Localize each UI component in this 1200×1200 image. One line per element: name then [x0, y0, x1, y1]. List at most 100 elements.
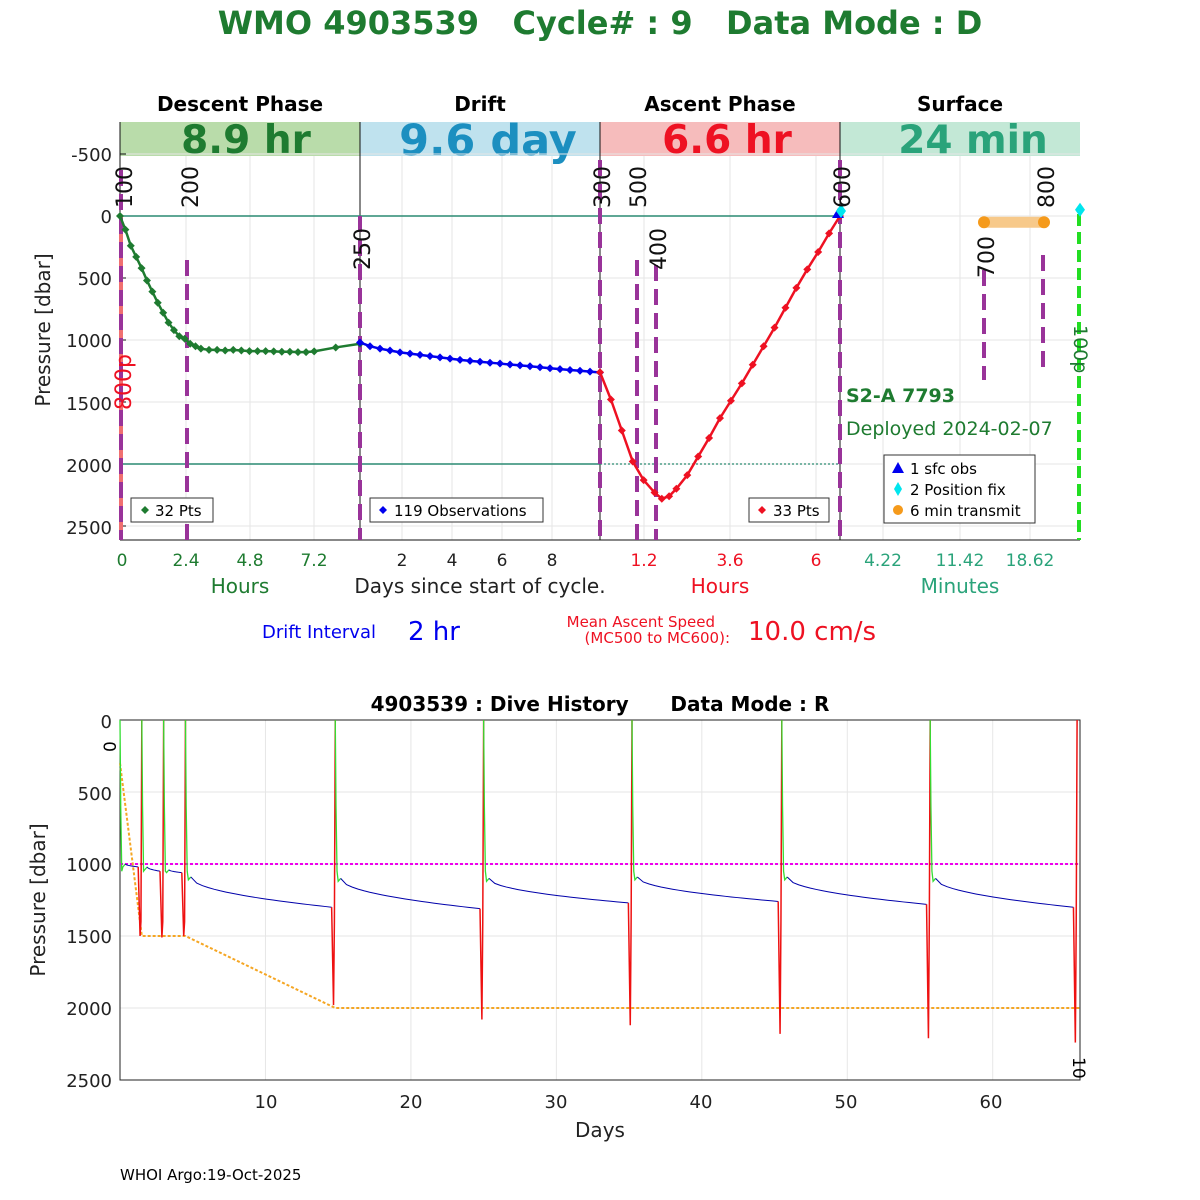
xunit-descent: Hours [211, 574, 270, 598]
descent-point [148, 287, 157, 296]
ascent-point [737, 379, 746, 388]
cycle-end-label: 10 [1068, 1057, 1088, 1079]
ascent-line [598, 215, 842, 501]
xtick-ascent: 6 [811, 551, 822, 571]
drift-point [456, 355, 464, 364]
duration-drift: 9.6 day [399, 116, 577, 166]
ascent-point [657, 494, 666, 503]
ascent-point [726, 396, 735, 405]
top-ytick: -500 [71, 145, 112, 166]
panel-label-descent: Descent Phase [157, 92, 323, 116]
mc-label: 700 [975, 236, 1000, 278]
ascent-point [628, 457, 637, 466]
ascent-point [606, 395, 615, 404]
legend-drift-text: 119 Observations [394, 502, 527, 520]
drift-point [356, 338, 364, 347]
bottom-xlabel: Days [575, 1118, 625, 1142]
ascent-point [716, 414, 724, 423]
cycle-ascent-line [627, 719, 633, 1026]
cycle-descent-line [929, 719, 937, 883]
bottom-xtick: 40 [690, 1092, 713, 1113]
ascent-speed-label-2: (MC500 to MC600): [585, 629, 730, 647]
drift-point [406, 349, 414, 358]
descent-point [159, 308, 168, 317]
xtick-descent: 2.4 [172, 551, 199, 571]
bottom-y-axis: 0 500 1000 1500 2000 2500 [66, 712, 112, 1092]
drift-point [466, 356, 474, 365]
bottom-xtick: 10 [255, 1092, 278, 1113]
descent-point [310, 347, 319, 356]
descent-point [164, 318, 173, 327]
cycle-drift-line [190, 876, 332, 908]
deploy-date: Deployed 2024-02-07 [846, 418, 1053, 440]
descent-point [293, 348, 302, 357]
drift-point [386, 346, 394, 355]
descent-point [204, 345, 213, 354]
band-surface [840, 122, 1080, 156]
descent-point [261, 347, 270, 356]
descent-point [126, 241, 135, 250]
cycle-drift-line [637, 876, 779, 902]
ascent-point [650, 488, 659, 497]
top-x-axis: 0 2.4 4.8 7.2 2 4 6 8 1.2 3.6 6 4.22 11.… [117, 551, 1055, 598]
bottom-xtick: 50 [835, 1092, 858, 1113]
diamond-icon [894, 482, 902, 496]
legend-sfc-obs: 1 sfc obs [910, 460, 977, 478]
xtick-drift: 8 [547, 551, 558, 571]
descent-point [132, 252, 141, 261]
xtick-descent: 7.2 [300, 551, 327, 571]
top-ylabel: Pressure [dbar] [31, 253, 55, 406]
mission-codes: 100 200 250 300 500 400 600 700 800 100p… [112, 166, 1091, 410]
xtick-ascent: 1.2 [630, 551, 657, 571]
descent-point [245, 347, 254, 356]
bottom-xtick: 20 [400, 1092, 423, 1113]
ascent-point [814, 247, 823, 256]
drift-point [576, 366, 584, 375]
panel-label-drift: Drift [454, 92, 506, 116]
descent-point [116, 212, 124, 220]
top-y-axis: -500 0 500 1000 1500 2000 2500 [66, 145, 112, 539]
position-fix-point [836, 204, 846, 219]
legend-ascent: 33 Pts [748, 497, 830, 523]
legend-descent-text: 32 Pts [155, 502, 202, 520]
mc-label: 400 [647, 228, 672, 270]
drift-point [506, 360, 514, 369]
cycle-descent-line [184, 719, 192, 882]
xtick-drift: 6 [497, 551, 508, 571]
transmit-point [1038, 216, 1050, 229]
descent-point [142, 276, 151, 285]
descent-point [121, 225, 130, 234]
float-name: S2-A 7793 [846, 385, 955, 407]
xtick-surface: 18.62 [1006, 551, 1055, 571]
drift-point [566, 366, 574, 375]
drift-point [546, 364, 554, 373]
drift-point [526, 362, 534, 371]
triangle-icon [892, 462, 904, 473]
mc-label: 100 [113, 166, 138, 208]
drift-point [486, 358, 494, 367]
cycle-ascent-line [479, 719, 485, 1020]
ascent-point [683, 471, 692, 480]
descent-point [221, 346, 230, 355]
xtick-drift: 2 [397, 551, 408, 571]
bottom-ytick: 500 [78, 784, 112, 805]
cycle-descent-line [162, 719, 170, 874]
ascent-speed-value: 10.0 cm/s [748, 617, 876, 647]
bottom-xtick: 30 [545, 1092, 568, 1113]
bottom-ytick: 0 [101, 712, 112, 733]
descent-point [180, 334, 189, 343]
cycle-ascent-line [925, 719, 931, 1039]
ascent-point [672, 484, 681, 493]
mc-label: 600 [831, 166, 856, 208]
ascent-point [617, 426, 626, 435]
drift-point [476, 357, 484, 366]
descent-point [137, 264, 146, 273]
descent-point [277, 347, 286, 356]
profile-target-line [119, 763, 1080, 1009]
cycle-drift-line [168, 869, 182, 874]
mc-label: 200 [179, 166, 204, 208]
top-ytick: 1000 [66, 331, 112, 352]
cycle-drift-line [935, 878, 1074, 908]
cycle-ascent-line [330, 719, 337, 1006]
